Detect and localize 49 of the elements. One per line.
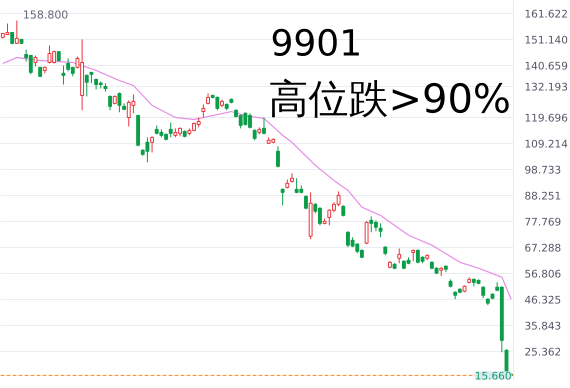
candlestick (108, 94, 112, 111)
candlestick (56, 50, 61, 62)
line-series (2, 56, 512, 300)
y-tick-label: 25.362 (524, 346, 562, 358)
y-tick-label: 56.806 (524, 268, 562, 280)
candlestick (252, 128, 257, 141)
candlestick (378, 222, 383, 238)
candlestick (280, 188, 285, 206)
candlestick (94, 78, 98, 90)
annotation: 158.800 (22, 8, 68, 22)
y-tick-label: 151.140 (524, 34, 568, 47)
candlestick (10, 31, 14, 45)
y-tick-label: 46.325 (524, 294, 562, 306)
y-tick-label: 98.733 (524, 164, 562, 176)
candlestick (304, 194, 308, 210)
candlestick (145, 136, 150, 163)
ref-line-label: 15.660 (474, 370, 512, 382)
candlestick (201, 104, 206, 118)
text: 高位跌>90% (268, 76, 511, 122)
text: 9901 (270, 24, 362, 64)
y-tick-label: 119.696 (524, 112, 568, 125)
y-tick-label: 109.214 (524, 138, 568, 150)
candlestick (66, 58, 70, 72)
candlestick (341, 204, 346, 217)
candlestick (131, 94, 136, 114)
candlestick (150, 136, 154, 153)
candlestick (364, 220, 369, 245)
candlestick (117, 92, 122, 113)
y-tick-label: 88.251 (524, 190, 562, 202)
candlestick (14, 20, 19, 44)
candlestick (374, 220, 378, 232)
candlestick (481, 286, 486, 299)
candlestick (168, 122, 173, 138)
candlestick (206, 92, 210, 105)
y-tick-label: 132.193 (524, 82, 568, 94)
candlestick (290, 172, 294, 183)
y-tick-label: 140.659 (524, 60, 568, 73)
candlestick (397, 248, 402, 264)
y-tick-label: 161.622 (524, 8, 568, 21)
candlestick (276, 146, 280, 168)
y-tick-label: 35.843 (524, 320, 562, 332)
candlestick (411, 248, 416, 262)
candlestick (84, 74, 89, 97)
candlestick (383, 246, 388, 256)
candlestick (34, 55, 38, 67)
candlestick (62, 64, 66, 86)
y-tick-label: 67.288 (524, 242, 562, 254)
y-tick-label: 77.769 (524, 216, 562, 228)
candlestick (262, 117, 266, 135)
